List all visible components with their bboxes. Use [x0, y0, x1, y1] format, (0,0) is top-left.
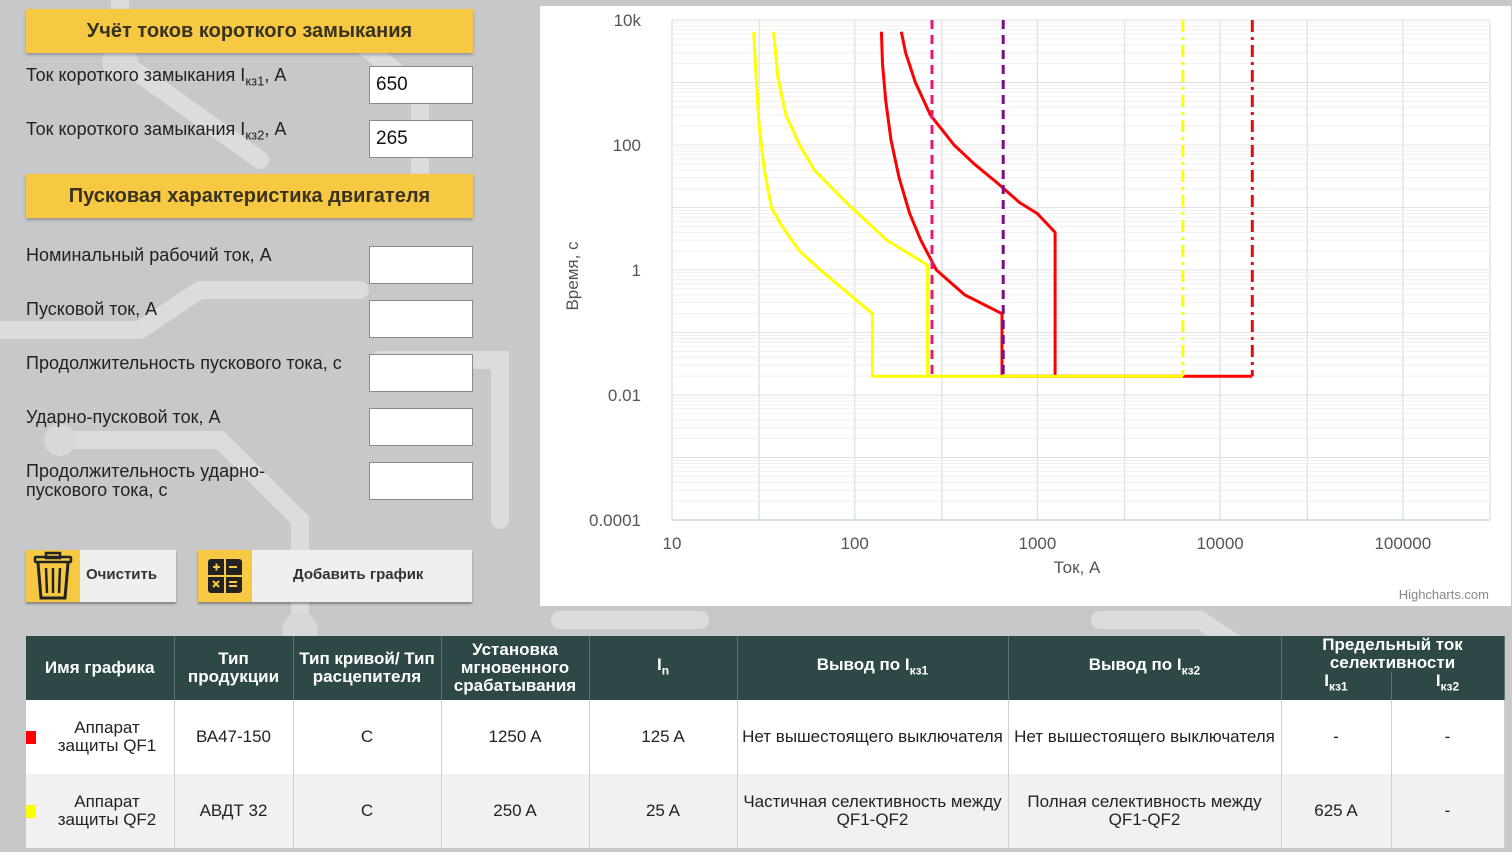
y-axis-label: Время, с [563, 241, 582, 311]
col-header-verdict-ik2: Вывод по Iкз2 [1008, 636, 1282, 700]
col-header-verdict-ik1: Вывод по Iкз1 [737, 636, 1009, 700]
y-tick-labels: 10k 100 1 0.01 0.0001 [589, 11, 641, 530]
col-header-type: Тип продукции [174, 636, 294, 700]
starting-duration-label: Продолжительность пускового тока, с [26, 353, 342, 373]
x-tick-label: 10000 [1196, 534, 1243, 553]
row-instant-cell: 250 A [441, 774, 590, 848]
row-instant-cell: 1250 A [441, 700, 590, 774]
col-header-in: In [589, 636, 738, 700]
x-tick-labels: 10 100 1000 10000 100000 [663, 534, 1432, 553]
series-line-2 [899, 31, 1057, 377]
x-axis-label: Ток, А [1054, 558, 1101, 577]
row-name-cell: Аппарат защиты QF2 [26, 774, 175, 848]
row-limit-ik2-cell: - [1391, 774, 1505, 848]
add-chart-button-label: Добавить график [293, 566, 424, 583]
table-row: Аппарат защиты QF2 АВДТ 32 C 250 A 25 A … [26, 774, 1505, 848]
row-verdict-ik1-cell: Частичная селективность между QF1-QF2 [737, 774, 1009, 848]
clear-button-label: Очистить [86, 566, 158, 583]
chart-series [752, 20, 1254, 378]
calculator-icon [198, 550, 252, 602]
row-in-cell: 25 A [589, 774, 738, 848]
trash-icon [26, 550, 80, 602]
y-tick-label: 10k [614, 11, 642, 30]
col-header-limit-ik1: Iкз1 [1281, 672, 1392, 700]
ik1-input[interactable] [369, 66, 473, 104]
series-line-4 [772, 31, 929, 377]
row-name-cell: Аппарат защиты QF1 [26, 700, 175, 774]
rated-current-input[interactable] [369, 246, 473, 284]
series-color-swatch [26, 730, 36, 744]
peak-starting-current-input[interactable] [369, 408, 473, 446]
row-verdict-ik2-cell: Полная селективность между QF1-QF2 [1008, 774, 1282, 848]
series-line-1 [879, 31, 1253, 378]
series-color-swatch [26, 804, 36, 818]
tcc-chart: 10 100 1000 10000 100000 10k 100 1 0.01 0.0001 Т… [540, 6, 1511, 606]
ik2-input[interactable] [369, 120, 473, 158]
peak-starting-duration-label: Продолжительность ударно-пускового тока,… [26, 461, 266, 500]
chart-grid [671, 19, 1491, 521]
rated-current-label: Номинальный рабочий ток, А [26, 245, 272, 265]
peak-starting-current-label: Ударно-пусковой ток, А [26, 407, 221, 427]
starting-current-input[interactable] [369, 300, 473, 338]
row-curve-cell: C [293, 700, 442, 774]
series-line-3 [752, 31, 1183, 378]
ik2-label: Ток короткого замыкания Iкз2, А [26, 119, 287, 143]
col-header-limit: Предельный ток селективности [1281, 636, 1505, 672]
chart-credits[interactable]: Highcharts.com [1399, 587, 1489, 602]
add-chart-button[interactable]: Добавить график [198, 550, 472, 602]
x-tick-label: 10 [663, 534, 682, 553]
col-header-curve: Тип кривой/ Тип расцепителя [293, 636, 442, 700]
x-tick-label: 1000 [1018, 534, 1056, 553]
table-header-row: Имя графика Тип продукции Тип кривой/ Ти… [26, 636, 1505, 700]
peak-starting-duration-input[interactable] [369, 462, 473, 500]
y-tick-label: 100 [613, 136, 641, 155]
ik1-label: Ток короткого замыкания Iкз1, А [26, 65, 287, 89]
chart-svg: 10 100 1000 10000 100000 10k 100 1 0.01 0.0001 Т… [563, 11, 1491, 602]
clear-button[interactable]: Очистить [26, 550, 176, 602]
starting-current-label: Пусковой ток, А [26, 299, 158, 319]
table-subheader-row: Iкз1 Iкз2 [26, 672, 1505, 700]
row-in-cell: 125 A [589, 700, 738, 774]
y-tick-label: 0.0001 [589, 511, 641, 530]
row-limit-ik2-cell: - [1391, 700, 1505, 774]
results-table: Имя графика Тип продукции Тип кривой/ Ти… [26, 636, 1505, 848]
starting-duration-input[interactable] [369, 354, 473, 392]
row-curve-cell: C [293, 774, 442, 848]
motor-section-title: Пусковая характеристика двигателя [26, 174, 473, 218]
row-type-cell: АВДТ 32 [174, 774, 294, 848]
col-header-limit-ik2: Iкз2 [1391, 672, 1505, 700]
x-tick-label: 100 [841, 534, 869, 553]
results-table-wrap: Имя графика Тип продукции Тип кривой/ Ти… [26, 636, 1505, 848]
col-header-name: Имя графика [26, 636, 175, 700]
row-limit-ik1-cell: - [1281, 700, 1392, 774]
shortcircuit-section-title: Учёт токов короткого замыкания [26, 9, 473, 53]
row-limit-ik1-cell: 625 A [1281, 774, 1392, 848]
y-tick-label: 0.01 [608, 386, 641, 405]
col-header-instant: Установка мгновенного срабатывания [441, 636, 590, 700]
row-verdict-ik1-cell: Нет вышестоящего выключателя [737, 700, 1009, 774]
x-tick-label: 100000 [1374, 534, 1431, 553]
y-tick-label: 1 [632, 261, 641, 280]
row-verdict-ik2-cell: Нет вышестоящего выключателя [1008, 700, 1282, 774]
table-row: Аппарат защиты QF1 ВА47-150 C 1250 A 125… [26, 700, 1505, 774]
row-type-cell: ВА47-150 [174, 700, 294, 774]
